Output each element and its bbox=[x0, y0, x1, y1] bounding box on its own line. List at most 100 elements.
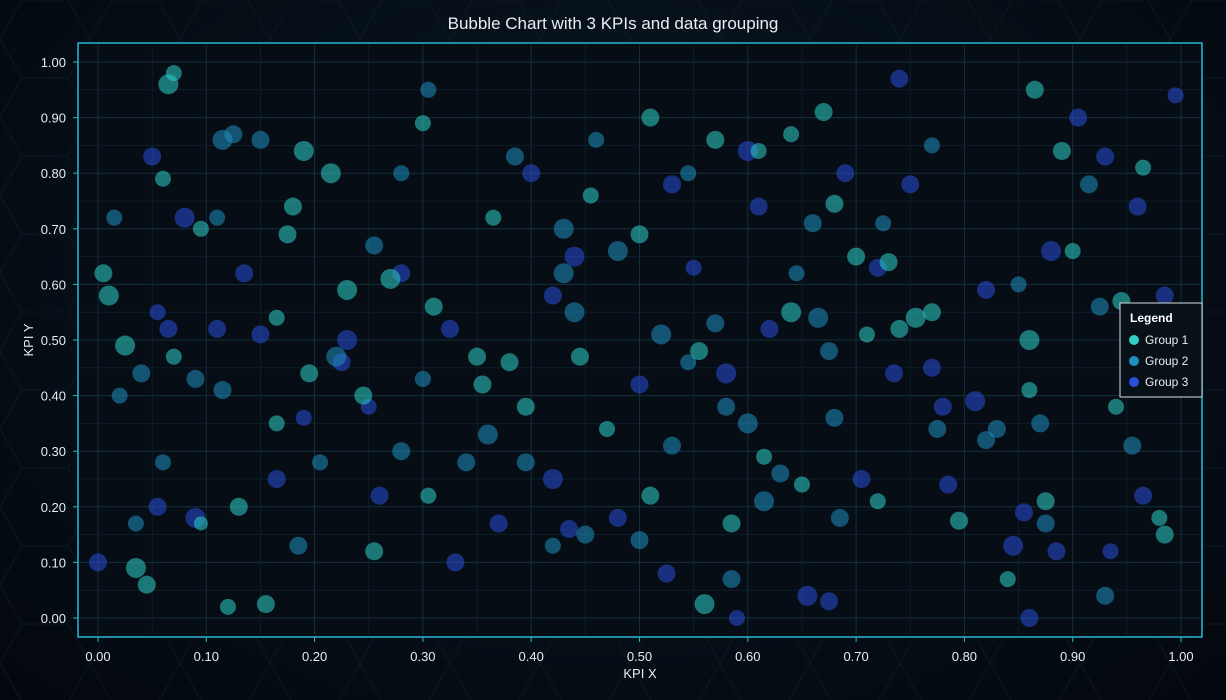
bubble-group-2 bbox=[224, 125, 243, 144]
bubble-group-2 bbox=[803, 214, 822, 233]
bubble-group-1 bbox=[268, 309, 285, 326]
bubble-group-1 bbox=[256, 595, 275, 614]
legend-swatch bbox=[1129, 335, 1139, 345]
x-tick-label: 0.10 bbox=[194, 649, 219, 664]
x-tick-label: 0.20 bbox=[302, 649, 327, 664]
y-tick-label: 0.70 bbox=[41, 222, 66, 237]
bubble-group-3 bbox=[657, 564, 676, 583]
bubble-group-2 bbox=[977, 431, 996, 450]
y-tick-label: 0.60 bbox=[41, 277, 66, 292]
bubble-group-3 bbox=[1155, 286, 1174, 305]
bubble-group-1 bbox=[570, 347, 589, 366]
bubble-group-3 bbox=[446, 553, 465, 572]
bubble-group-2 bbox=[820, 342, 839, 361]
bubble-group-3 bbox=[159, 319, 178, 338]
y-axis-ticks: 0.00 0.10 0.20 0.30 0.40 0.50 0.60 0.70 0.80 0.90… bbox=[41, 55, 78, 626]
bubble-group-2 bbox=[987, 419, 1006, 438]
bubble-group-3 bbox=[267, 470, 286, 488]
bubble-group-1 bbox=[278, 225, 297, 244]
bubble-group-2 bbox=[588, 131, 605, 148]
bubble-group-1 bbox=[473, 375, 492, 394]
bubble-group-2 bbox=[154, 454, 171, 471]
bubble-group-2 bbox=[680, 165, 697, 182]
bubble-group-1 bbox=[516, 397, 535, 416]
bubble-group-1 bbox=[337, 279, 358, 300]
bubble-group-1 bbox=[690, 342, 709, 361]
bubble-group-1 bbox=[165, 348, 182, 365]
bubble-group-3 bbox=[149, 304, 166, 321]
bubble-group-3 bbox=[662, 175, 681, 194]
bubble-group-2 bbox=[553, 263, 574, 284]
bubble-group-2 bbox=[788, 265, 805, 282]
bubble-group-2 bbox=[576, 525, 595, 544]
bubble-group-1 bbox=[380, 268, 401, 289]
bubble-group-1 bbox=[1135, 159, 1152, 176]
bubble-group-1 bbox=[115, 335, 136, 356]
bubble-group-1 bbox=[869, 493, 886, 510]
bubble-group-3 bbox=[939, 475, 958, 494]
bubble-group-2 bbox=[875, 215, 892, 232]
bubble-group-1 bbox=[365, 542, 384, 561]
bubble-group-3 bbox=[933, 397, 952, 416]
bubble-group-2 bbox=[1096, 586, 1115, 605]
bubble-group-2 bbox=[251, 130, 270, 149]
bubble-group-3 bbox=[1047, 542, 1066, 561]
y-tick-label: 0.00 bbox=[41, 611, 66, 626]
legend-label: Group 3 bbox=[1145, 375, 1189, 389]
bubble-group-2 bbox=[106, 209, 123, 226]
x-tick-label: 0.50 bbox=[627, 649, 652, 664]
y-tick-label: 0.50 bbox=[41, 333, 66, 348]
bubble-group-1 bbox=[781, 302, 802, 323]
bubble-group-1 bbox=[1019, 330, 1040, 350]
y-tick-label: 0.40 bbox=[41, 389, 66, 404]
legend-label: Group 1 bbox=[1145, 333, 1189, 347]
bubble-group-2 bbox=[680, 354, 697, 371]
x-tick-label: 0.00 bbox=[85, 649, 110, 664]
x-tick-label: 0.80 bbox=[952, 649, 977, 664]
bubble-group-1 bbox=[1025, 80, 1044, 99]
bubble-group-2 bbox=[825, 408, 844, 427]
bubble-group-3 bbox=[208, 319, 227, 338]
y-tick-label: 0.90 bbox=[41, 111, 66, 126]
bubble-group-2 bbox=[553, 218, 574, 239]
bubble-group-3 bbox=[890, 69, 909, 88]
bubble-group-2 bbox=[516, 453, 535, 472]
bubble-group-1 bbox=[424, 297, 443, 316]
bubble-group-3 bbox=[760, 319, 779, 338]
x-tick-label: 0.70 bbox=[843, 649, 868, 664]
y-tick-label: 0.30 bbox=[41, 444, 66, 459]
legend-swatch bbox=[1129, 356, 1139, 366]
bubble-group-1 bbox=[1064, 243, 1081, 260]
x-axis-ticks: 0.00 0.10 0.20 0.30 0.40 0.50 0.60 0.70 0.80 0.90… bbox=[85, 637, 1194, 664]
y-tick-label: 0.80 bbox=[41, 166, 66, 181]
bubble-group-3 bbox=[1020, 609, 1039, 627]
bubble-group-3 bbox=[174, 207, 195, 228]
bubble-group-1 bbox=[879, 253, 898, 272]
bubble-group-1 bbox=[192, 220, 209, 237]
bubble-group-3 bbox=[977, 280, 996, 299]
y-axis-title: KPI Y bbox=[21, 323, 36, 356]
bubble-group-3 bbox=[1069, 108, 1088, 127]
bubble-group-2 bbox=[414, 370, 431, 387]
bubble-group-1 bbox=[468, 347, 487, 366]
bubble-group-2 bbox=[706, 314, 725, 333]
bubble-group-3 bbox=[836, 164, 855, 183]
bubble-group-2 bbox=[1010, 276, 1027, 293]
bubble-group-1 bbox=[219, 598, 236, 615]
bubble-group-3 bbox=[440, 319, 459, 338]
legend-entries: Group 1 Group 2 Group 3 bbox=[1129, 333, 1189, 389]
bubble-group-1 bbox=[137, 575, 156, 594]
bubble-group-3 bbox=[564, 246, 585, 267]
bubble-group-2 bbox=[420, 81, 437, 98]
bubble-group-3 bbox=[543, 286, 562, 305]
legend-title: Legend bbox=[1130, 311, 1173, 325]
bubble-group-1 bbox=[154, 170, 171, 187]
x-tick-label: 0.40 bbox=[519, 649, 544, 664]
bubble-group-3 bbox=[901, 175, 920, 194]
bubble-group-2 bbox=[923, 137, 940, 154]
bubble-group-2 bbox=[1090, 297, 1109, 316]
bubble-group-2 bbox=[564, 302, 585, 323]
bubble-group-2 bbox=[365, 236, 384, 255]
bubble-group-1 bbox=[320, 163, 341, 184]
